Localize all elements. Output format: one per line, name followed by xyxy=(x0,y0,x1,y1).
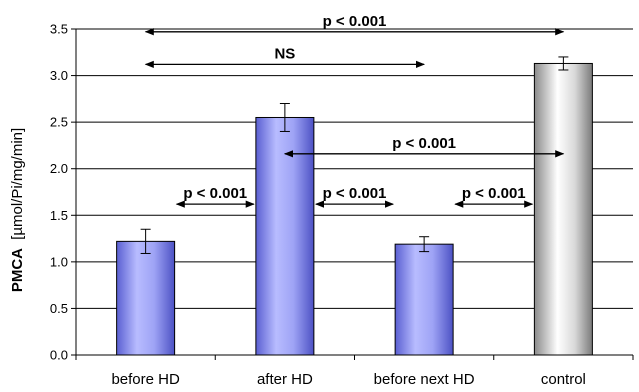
bar-before-next-hd xyxy=(394,243,454,356)
y-tick-label: 0.0 xyxy=(50,348,68,363)
significance-label: p < 0.001 xyxy=(462,185,526,202)
significance-label: p < 0.001 xyxy=(392,135,456,152)
y-axis-label: PMCA [µmol/Pi/mg/min] xyxy=(9,128,26,292)
y-tick-label: 3.5 xyxy=(50,22,68,37)
bar-control xyxy=(533,62,593,356)
bar-after-hd xyxy=(255,116,315,356)
error-bars xyxy=(140,56,569,254)
y-tick-label: 1.5 xyxy=(50,208,68,223)
y-tick-label: 3.0 xyxy=(50,68,68,83)
significance-label: p < 0.001 xyxy=(323,13,387,30)
y-axis-label-units: [µmol/Pi/mg/min] xyxy=(9,128,26,240)
y-tick-label: 2.0 xyxy=(50,161,68,176)
y-tick-label: 1.0 xyxy=(50,254,68,269)
significance-label: p < 0.001 xyxy=(323,185,387,202)
bars xyxy=(116,62,593,356)
y-axis-label-bold: PMCA xyxy=(9,248,26,292)
significance-annotations: p < 0.001 NS p < 0.001 p < 0.001 p < 0.001 p … xyxy=(144,13,565,208)
significance-label: p < 0.001 xyxy=(183,185,247,202)
x-category-label: before next HD xyxy=(374,371,475,388)
y-tick-label: 2.5 xyxy=(50,115,68,130)
x-category-label: before HD xyxy=(111,371,180,388)
x-category-label: control xyxy=(541,371,586,388)
y-tick-label: 0.5 xyxy=(50,301,68,316)
significance-label: NS xyxy=(274,45,295,62)
bar-before-hd xyxy=(116,240,176,356)
x-category-label: after HD xyxy=(257,371,313,388)
